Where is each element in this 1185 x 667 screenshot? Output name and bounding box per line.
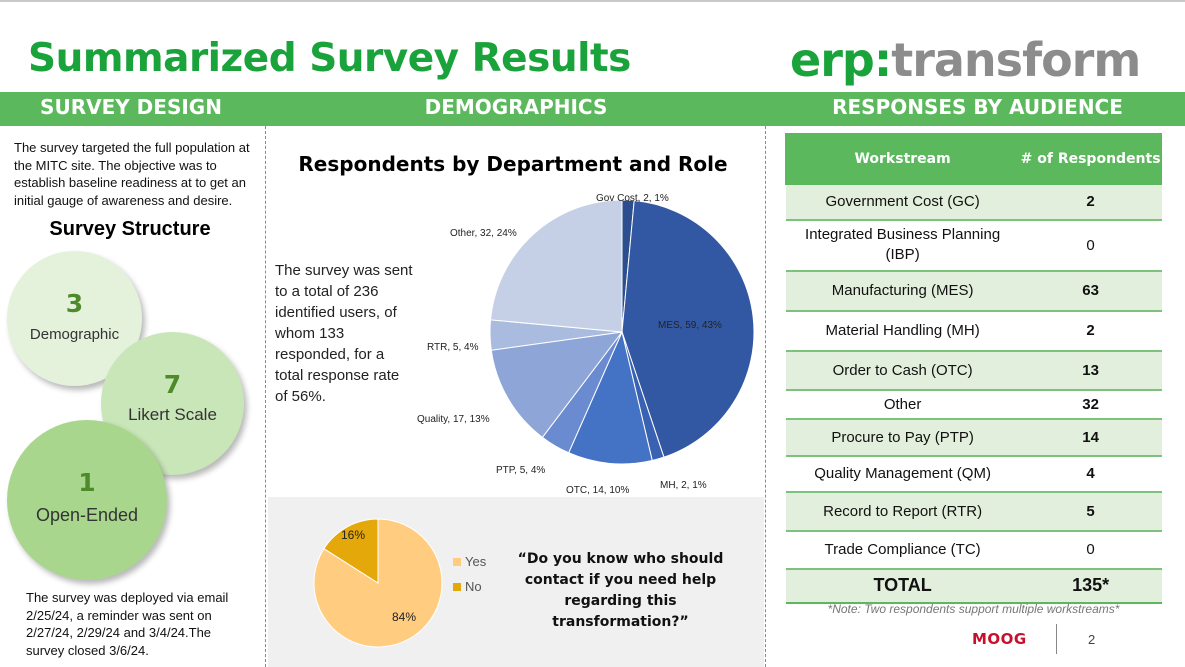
table-row: Integrated Business Planning (IBP) 0 bbox=[785, 219, 1162, 272]
page-number: 2 bbox=[1088, 632, 1096, 647]
svg-text:erp:transform: erp:transform bbox=[790, 33, 1140, 87]
workstream-cell: Trade Compliance (TC) bbox=[785, 530, 1020, 570]
survey-structure-title: Survey Structure bbox=[49, 218, 211, 240]
responses-table: Workstream # of Respondents Government C… bbox=[784, 133, 1162, 604]
footer-divider bbox=[1056, 624, 1057, 654]
count-cell: 0 bbox=[1019, 219, 1162, 272]
pie-label-other: Other, 32, 24% bbox=[450, 228, 517, 239]
likert-count: 7 bbox=[163, 370, 182, 399]
survey-design-heading: SURVEY DESIGN bbox=[40, 95, 222, 119]
pie-label-no: 16% bbox=[341, 528, 366, 542]
workstream-cell: Manufacturing (MES) bbox=[785, 270, 1020, 312]
count-cell: 5 bbox=[1019, 491, 1162, 532]
responses-by-audience-heading: RESPONSES BY AUDIENCE bbox=[832, 95, 1123, 119]
count-cell: 2 bbox=[1019, 310, 1162, 352]
deployment-text: The survey was deployed via email 2/25/2… bbox=[26, 590, 229, 658]
page-title: Summarized Survey Results bbox=[28, 36, 631, 81]
pie-label-otc: OTC, 14, 10% bbox=[566, 485, 630, 496]
moog-logo: MOOG bbox=[972, 630, 1027, 648]
demographics-heading: DEMOGRAPHICS bbox=[424, 95, 608, 119]
table-row: Other 32 bbox=[785, 389, 1162, 420]
logo-prefix: erp bbox=[790, 33, 874, 87]
workstream-cell: Order to Cash (OTC) bbox=[785, 350, 1020, 391]
open-ended-circle: 1 Open-Ended bbox=[7, 420, 167, 580]
pie-label-mh: MH, 2, 1% bbox=[660, 480, 707, 491]
count-cell: 2 bbox=[1019, 184, 1162, 221]
table-total-row: TOTAL 135* bbox=[785, 568, 1162, 604]
workstream-cell: Other bbox=[785, 389, 1020, 420]
total-count: 135* bbox=[1019, 568, 1162, 604]
response-rate-text: The survey was sent to a total of 236 id… bbox=[275, 262, 413, 405]
workstream-cell: Quality Management (QM) bbox=[785, 455, 1020, 493]
legend-yes-label: Yes bbox=[465, 554, 487, 569]
pie-label-mes: MES, 59, 43% bbox=[658, 320, 722, 331]
pie-label-gov-cost: Gov Cost, 2, 1% bbox=[596, 193, 669, 204]
pie-label-yes: 84% bbox=[392, 610, 417, 624]
chart-title: Respondents by Department and Role bbox=[298, 152, 728, 176]
legend-no-label: No bbox=[465, 579, 482, 594]
total-label: TOTAL bbox=[785, 568, 1020, 604]
pie-slice-other bbox=[490, 199, 623, 333]
erp-transform-logo: erp:transform bbox=[790, 33, 1141, 87]
divider-right bbox=[765, 126, 766, 667]
respondents-header: # of Respondents bbox=[1019, 133, 1162, 185]
workstream-header: Workstream bbox=[784, 133, 1021, 185]
demographic-label: Demographic bbox=[29, 326, 120, 343]
workstream-cell: Procure to Pay (PTP) bbox=[785, 418, 1020, 457]
pie-label-quality: Quality, 17, 13% bbox=[417, 414, 490, 425]
count-cell: 4 bbox=[1019, 455, 1162, 493]
table-row: Order to Cash (OTC) 13 bbox=[785, 350, 1162, 391]
count-cell: 63 bbox=[1019, 270, 1162, 312]
table-row: Record to Report (RTR) 5 bbox=[785, 491, 1162, 532]
awareness-pie-chart bbox=[313, 518, 443, 648]
awareness-question: “Do you know who should contact if you n… bbox=[517, 551, 724, 630]
workstream-cell: Material Handling (MH) bbox=[785, 310, 1020, 352]
divider-left bbox=[265, 126, 266, 667]
legend-no-swatch bbox=[453, 583, 461, 591]
count-cell: 0 bbox=[1019, 530, 1162, 570]
department-pie-chart bbox=[489, 199, 755, 465]
pie-slice-mes bbox=[621, 200, 755, 458]
table-row: Manufacturing (MES) 63 bbox=[785, 270, 1162, 312]
logo-suffix: transform bbox=[891, 33, 1140, 87]
section-band bbox=[0, 92, 1185, 126]
pie-slice-no bbox=[323, 518, 379, 584]
table-row: Procure to Pay (PTP) 14 bbox=[785, 418, 1162, 457]
count-cell: 32 bbox=[1019, 389, 1162, 420]
pie-label-ptp: PTP, 5, 4% bbox=[496, 465, 546, 476]
table-row: Material Handling (MH) 2 bbox=[785, 310, 1162, 352]
table-row: Trade Compliance (TC) 0 bbox=[785, 530, 1162, 570]
legend-yes-swatch bbox=[453, 558, 461, 566]
table-row: Government Cost (GC) 2 bbox=[785, 184, 1162, 221]
logo-separator: : bbox=[874, 33, 891, 87]
workstream-cell: Integrated Business Planning (IBP) bbox=[785, 219, 1020, 272]
table-footnote: *Note: Two respondents support multiple … bbox=[827, 602, 1120, 616]
table-row: Quality Management (QM) 4 bbox=[785, 455, 1162, 493]
count-cell: 14 bbox=[1019, 418, 1162, 457]
count-cell: 13 bbox=[1019, 350, 1162, 391]
survey-intro: The survey targeted the full population … bbox=[14, 140, 250, 208]
workstream-cell: Record to Report (RTR) bbox=[785, 491, 1020, 532]
pie-label-rtr: RTR, 5, 4% bbox=[427, 342, 479, 353]
workstream-cell: Government Cost (GC) bbox=[785, 184, 1020, 221]
pie-slice-quality bbox=[490, 331, 624, 439]
table-header-row: Workstream # of Respondents bbox=[784, 133, 1162, 185]
open-ended-label: Open-Ended bbox=[35, 505, 139, 525]
top-rule bbox=[0, 0, 1185, 2]
likert-label: Likert Scale bbox=[128, 405, 217, 424]
demographic-count: 3 bbox=[65, 289, 84, 318]
open-ended-count: 1 bbox=[78, 468, 96, 497]
pie-slice-otc bbox=[568, 330, 653, 465]
